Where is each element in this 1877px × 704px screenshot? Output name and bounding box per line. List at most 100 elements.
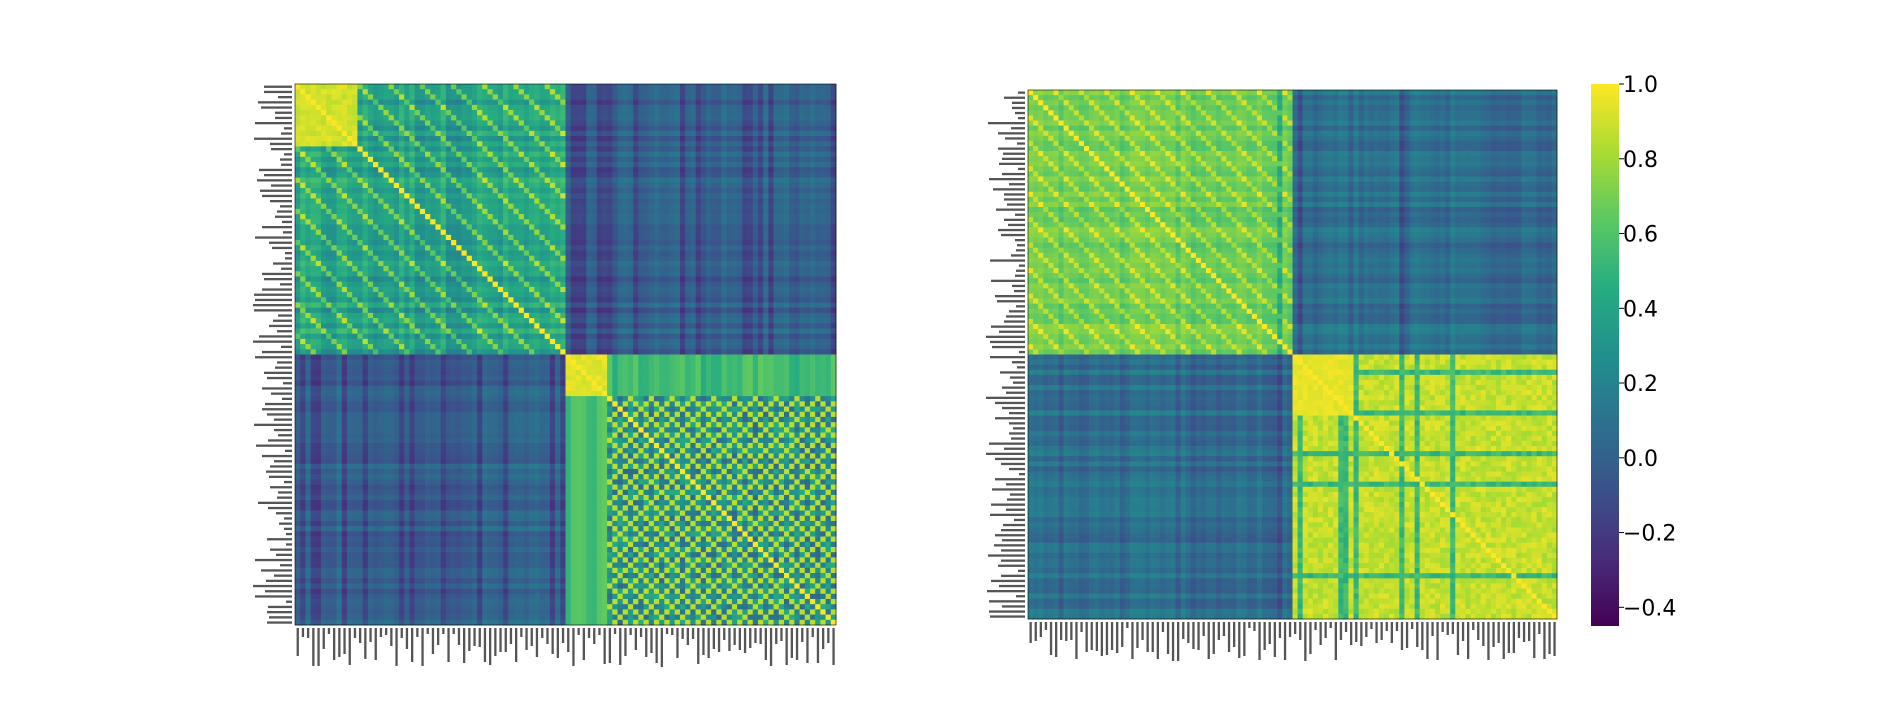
heatmap-cell <box>737 224 743 230</box>
heatmap-cell <box>721 182 728 189</box>
heatmap-cell <box>487 286 494 293</box>
heatmap-cell <box>352 286 358 293</box>
heatmap-cell <box>508 172 514 178</box>
heatmap-cell <box>664 245 670 251</box>
heatmap-cell <box>305 245 311 251</box>
heatmap-cell <box>518 281 525 288</box>
heatmap-cell <box>326 323 332 329</box>
heatmap-cell <box>492 250 499 257</box>
heatmap-cell <box>388 198 395 204</box>
heatmap-cell <box>414 250 421 257</box>
heatmap-cell <box>305 167 311 173</box>
heatmap-cell <box>373 110 379 116</box>
heatmap-cell <box>690 172 696 178</box>
heatmap-cell <box>695 99 702 106</box>
heatmap-cell <box>445 328 452 335</box>
heatmap-cell <box>544 177 551 184</box>
heatmap-cell <box>466 167 473 173</box>
heatmap-cell <box>669 167 676 173</box>
heatmap-cell <box>820 297 826 303</box>
heatmap-cell <box>373 120 379 126</box>
heatmap-cell <box>731 99 738 106</box>
heatmap-cell <box>367 307 374 314</box>
heatmap-cell <box>539 193 546 199</box>
heatmap-cell <box>534 328 540 335</box>
heatmap-cell <box>633 130 639 137</box>
heatmap-cell <box>633 104 639 111</box>
heatmap-cell <box>752 245 759 251</box>
heatmap-cell <box>295 323 301 329</box>
heatmap-cell <box>544 276 551 283</box>
heatmap-cell <box>326 104 332 111</box>
heatmap-cell <box>581 94 587 100</box>
heatmap-cell <box>300 224 306 230</box>
heatmap-cell <box>466 198 473 204</box>
heatmap-cell <box>461 307 468 314</box>
heatmap-cell <box>664 219 670 225</box>
heatmap-cell <box>414 177 421 184</box>
heatmap-cell <box>466 136 473 142</box>
heatmap-cell <box>352 260 358 267</box>
heatmap-cell <box>310 172 317 178</box>
heatmap-cell <box>773 172 780 178</box>
heatmap-cell <box>336 328 343 335</box>
heatmap-cell <box>373 286 379 293</box>
heatmap-cell <box>690 312 696 319</box>
heatmap-cell <box>487 266 494 272</box>
heatmap-cell <box>523 110 530 116</box>
heatmap-cell <box>669 266 676 272</box>
heatmap-cell <box>742 198 748 204</box>
heatmap-cell <box>768 312 774 319</box>
heatmap-cell <box>685 297 691 303</box>
heatmap-cell <box>477 188 483 194</box>
heatmap-cell <box>331 312 337 319</box>
heatmap-cell <box>404 208 410 215</box>
heatmap-cell <box>674 198 681 204</box>
heatmap-cell <box>367 302 374 309</box>
heatmap-cell <box>445 162 452 168</box>
heatmap-cell <box>570 286 577 293</box>
heatmap-cell <box>445 240 452 246</box>
heatmap-cell <box>742 229 748 236</box>
heatmap-cell <box>503 229 509 236</box>
heatmap-cell <box>575 177 582 184</box>
heatmap-cell <box>518 234 525 241</box>
heatmap-cell <box>300 162 306 168</box>
heatmap-cell <box>752 240 759 246</box>
heatmap-cell <box>492 89 499 95</box>
heatmap-cell <box>627 245 634 251</box>
heatmap-cell <box>648 182 655 189</box>
heatmap-cell <box>435 214 441 220</box>
heatmap-cell <box>456 84 462 90</box>
heatmap-cell <box>778 214 785 220</box>
heatmap-cell <box>310 104 317 111</box>
heatmap-cell <box>633 146 639 152</box>
heatmap-cell <box>711 302 717 309</box>
heatmap-cell <box>326 198 332 204</box>
heatmap-cell <box>451 89 457 95</box>
heatmap-cell <box>742 234 748 241</box>
heatmap-cell <box>435 89 441 95</box>
heatmap-cell <box>825 136 832 142</box>
heatmap-cell <box>586 104 592 111</box>
heatmap-cell <box>357 276 363 283</box>
heatmap-cell <box>581 203 587 210</box>
heatmap-cell <box>757 167 764 173</box>
heatmap-cell <box>393 297 400 303</box>
heatmap-cell <box>596 234 603 241</box>
heatmap-cell <box>570 255 577 262</box>
heatmap-cell <box>596 323 603 329</box>
heatmap-cell <box>648 323 655 329</box>
heatmap-cell <box>768 234 774 241</box>
heatmap-cell <box>378 286 384 293</box>
heatmap-cell <box>804 177 811 184</box>
heatmap-cell <box>560 312 566 319</box>
heatmap-cell <box>809 234 816 241</box>
heatmap-cell <box>820 156 826 163</box>
heatmap-cell <box>622 198 629 204</box>
heatmap-cell <box>809 146 816 152</box>
heatmap-cell <box>451 234 457 241</box>
heatmap-cell <box>581 260 587 267</box>
heatmap-cell <box>581 229 587 236</box>
heatmap-cell <box>373 307 379 314</box>
